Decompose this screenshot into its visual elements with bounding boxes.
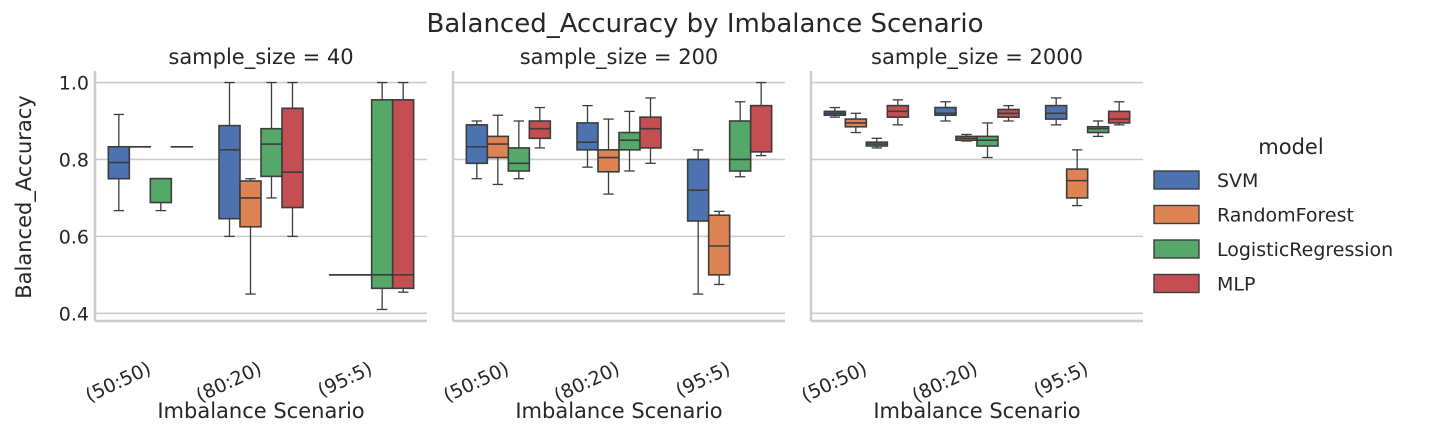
box-iqr [728,120,752,172]
facet-panel: sample_size = 400.40.60.81.0(50:50) (80:2… [59,45,427,423]
box-svm [576,104,599,168]
facet-title: sample_size = 2000 [871,45,1083,70]
box-iqr [149,177,173,204]
legend-title: model [1258,135,1323,159]
facet-panel: sample_size = 200(50:50) (80:20) (95:5)Imb… [440,45,785,423]
y-tick-label: 0.8 [59,149,89,171]
box-iqr [934,106,957,117]
box-logisticregression [728,101,752,178]
y-tick-label: 0.4 [59,303,89,325]
box-iqr [239,180,262,228]
box-iqr [707,214,731,276]
x-tick-label: (95:5) [672,358,733,402]
x-tick-label: (95:5) [314,358,375,402]
box-iqr [528,120,552,140]
facet-title: sample_size = 200 [520,45,719,70]
facet-panel: sample_size = 2000(50:50) (80:20) (95:5)Im… [798,45,1143,423]
legend-label: SVM [1217,170,1258,192]
x-tick-label: (95:5) [1030,358,1091,402]
box-iqr [1065,168,1089,199]
box-iqr [218,124,241,220]
box-iqr [576,122,599,151]
box-svm [218,81,241,238]
box-iqr [281,107,304,209]
box-randomforest [239,178,262,295]
box-svm [465,120,489,180]
box-logisticregression [1086,120,1110,138]
box-iqr [749,104,773,153]
figure-title: Balanced_Accuracy by Imbalance Scenario [427,9,984,39]
box-logisticregression [149,177,173,212]
x-axis-label: Imbalance Scenario [873,399,1080,423]
box-iqr [260,127,283,178]
box-mlp [528,106,552,149]
box-iqr [597,149,620,173]
legend: model SVM RandomForest LogisticRegression M… [1153,135,1393,296]
legend-label: MLP [1217,274,1255,296]
box-iqr [1044,104,1068,120]
box-iqr [465,124,489,165]
y-axis-label: Balanced_Accuracy [12,95,37,298]
box-randomforest [955,133,978,142]
box-logisticregression [865,137,889,149]
legend-swatch [1153,239,1200,259]
y-tick-label: 1.0 [59,73,89,95]
box-randomforest [597,118,620,195]
box-mlp [1107,101,1131,126]
box-svm [107,113,131,212]
box-logisticregression [618,110,641,172]
legend-item: LogisticRegression [1153,239,1393,261]
box-iqr [1107,110,1131,124]
box-svm [686,149,710,295]
facet-panels: sample_size = 400.40.60.81.0(50:50) (80:2… [59,45,1143,423]
box-iqr [618,131,641,151]
box-svm [1044,97,1068,126]
box-mlp [639,97,662,164]
box-svm [934,101,957,122]
legend-item: RandomForest [1153,204,1354,227]
x-tick-label: (50:50) [798,358,870,407]
box-logisticregression [976,122,999,159]
legend-swatch [1153,204,1200,225]
y-tick-label: 0.6 [59,226,89,248]
box-mlp [749,81,773,157]
x-tick-label: (50:50) [440,358,512,407]
facet-title: sample_size = 40 [168,45,353,70]
box-iqr [507,147,531,172]
x-tick-label: (50:50) [82,358,154,407]
box-mlp [391,81,415,293]
box-randomforest [486,114,510,186]
box-iqr [486,135,510,159]
box-mlp [997,104,1020,122]
box-logisticregression [370,81,394,311]
box-iqr [976,135,999,147]
legend-swatch [1153,170,1200,190]
legend-items: SVM RandomForest LogisticRegression MLP [1153,170,1393,296]
x-axis-label: Imbalance Scenario [157,399,364,423]
box-mlp [281,81,304,238]
box-svm [823,106,847,118]
box-randomforest [1065,149,1089,207]
box-logisticregression [507,120,531,180]
legend-swatch [1153,273,1200,294]
box-randomforest [707,210,731,286]
box-iqr [1086,125,1110,134]
box-randomforest [844,112,868,134]
legend-label: LogisticRegression [1217,239,1393,261]
box-logisticregression [260,81,283,199]
box-iqr [391,99,415,290]
box-iqr [370,99,394,290]
box-mlp [886,99,910,126]
legend-item: MLP [1153,273,1255,296]
legend-item: SVM [1153,170,1258,192]
box-iqr [639,116,662,149]
legend-label: RandomForest [1217,205,1354,227]
x-axis-label: Imbalance Scenario [515,399,722,423]
